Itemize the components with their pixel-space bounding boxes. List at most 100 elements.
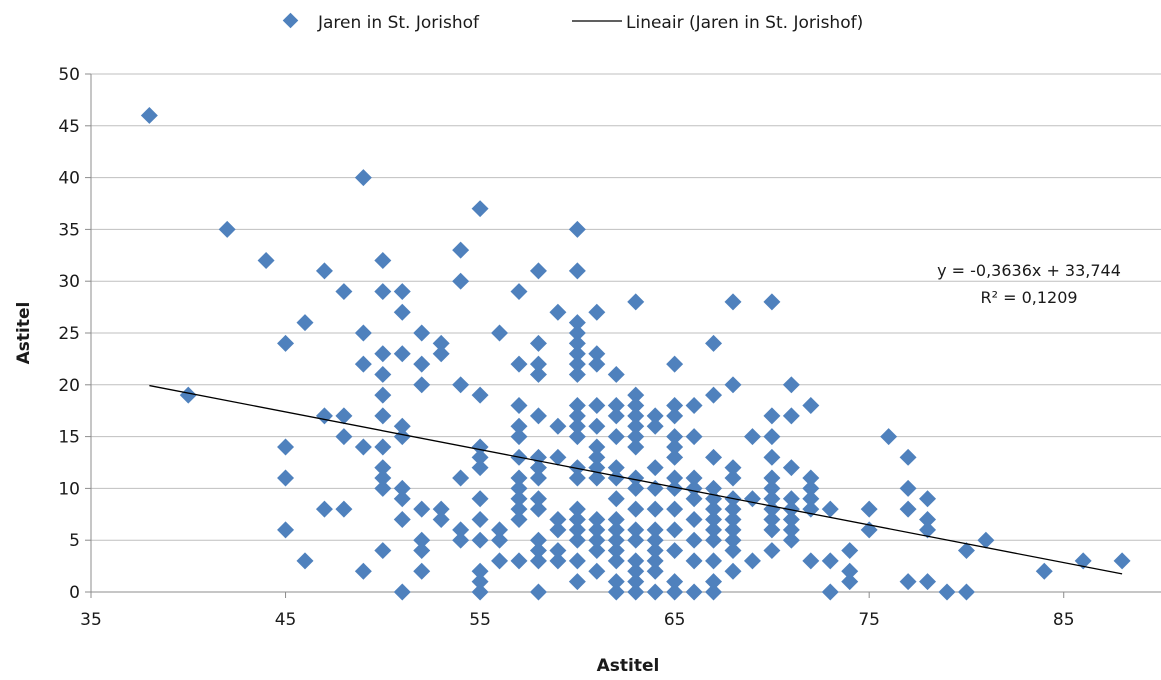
data-point [568, 500, 586, 518]
data-point [821, 583, 839, 601]
data-point [782, 459, 800, 477]
data-point [568, 521, 586, 539]
data-point [568, 345, 586, 363]
data-point [763, 469, 781, 487]
data-point [491, 552, 509, 570]
data-point [763, 521, 781, 539]
data-point [666, 438, 684, 456]
data-point [374, 479, 392, 497]
data-point [627, 500, 645, 518]
data-point [529, 407, 547, 425]
data-point [549, 303, 567, 321]
data-point [374, 459, 392, 477]
data-point [802, 397, 820, 415]
data-point [666, 448, 684, 466]
y-tick-label: 50 [58, 65, 80, 85]
data-point [646, 583, 664, 601]
data-point [588, 397, 606, 415]
data-point [588, 355, 606, 373]
data-point [705, 334, 723, 352]
data-point [705, 552, 723, 570]
data-point [335, 500, 353, 518]
data-point [627, 293, 645, 311]
data-point [354, 438, 372, 456]
y-tick-label: 15 [58, 428, 80, 448]
data-point [374, 542, 392, 560]
data-point [588, 345, 606, 363]
data-point [354, 169, 372, 187]
data-point [588, 448, 606, 466]
data-point [393, 417, 411, 435]
data-point [919, 521, 937, 539]
x-tick-label: 45 [275, 610, 297, 630]
data-point [588, 303, 606, 321]
data-point [568, 428, 586, 446]
data-point [607, 365, 625, 383]
data-point [666, 428, 684, 446]
data-point [315, 500, 333, 518]
data-point [452, 469, 470, 487]
data-point [627, 428, 645, 446]
data-point [452, 241, 470, 259]
data-point [646, 542, 664, 560]
data-point [510, 355, 528, 373]
data-point [491, 521, 509, 539]
data-point [763, 293, 781, 311]
x-axis-title: Astitel [597, 656, 660, 676]
r-squared-label: R² = 0,1209 [980, 288, 1077, 307]
data-point [354, 562, 372, 580]
x-tick-labels: 35 45 55 65 75 85 [80, 610, 1074, 630]
data-point [471, 583, 489, 601]
data-point [607, 469, 625, 487]
data-point [919, 510, 937, 528]
data-point [471, 448, 489, 466]
data-point [880, 428, 898, 446]
data-point [763, 479, 781, 497]
data-point [802, 552, 820, 570]
data-point [413, 542, 431, 560]
data-point [529, 500, 547, 518]
data-point [860, 500, 878, 518]
data-point [763, 510, 781, 528]
data-point [568, 314, 586, 332]
data-point [588, 562, 606, 580]
data-point [510, 397, 528, 415]
data-point [782, 407, 800, 425]
data-point [568, 220, 586, 238]
data-point [666, 355, 684, 373]
data-point [529, 469, 547, 487]
data-point [413, 376, 431, 394]
data-point [374, 345, 392, 363]
data-point [529, 459, 547, 477]
data-point [705, 521, 723, 539]
data-point [452, 521, 470, 539]
data-point [277, 521, 295, 539]
data-point [374, 386, 392, 404]
data-point [607, 459, 625, 477]
data-point [627, 438, 645, 456]
data-point [588, 531, 606, 549]
data-point [568, 510, 586, 528]
data-point [627, 521, 645, 539]
data-point [685, 479, 703, 497]
data-point [607, 510, 625, 528]
data-point [607, 583, 625, 601]
data-point [588, 510, 606, 528]
data-point [627, 573, 645, 591]
axes [90, 74, 1161, 598]
data-point [568, 355, 586, 373]
data-point [607, 552, 625, 570]
data-point [957, 542, 975, 560]
data-point [1113, 552, 1131, 570]
data-point [413, 562, 431, 580]
data-point [724, 542, 742, 560]
data-point [393, 479, 411, 497]
data-point [432, 334, 450, 352]
data-point [413, 531, 431, 549]
data-point [491, 324, 509, 342]
data-point [452, 272, 470, 290]
trendline-group [149, 384, 1123, 575]
data-point [296, 314, 314, 332]
data-point [277, 469, 295, 487]
